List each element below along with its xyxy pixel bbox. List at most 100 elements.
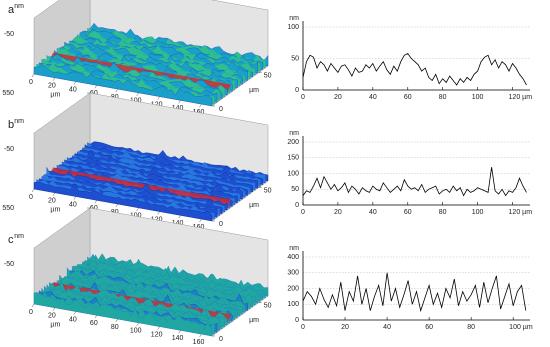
x-tick [31,73,35,78]
x-tick [199,103,202,108]
x-tick-label: 40 [69,86,77,93]
x-tick-label: 60 [404,209,412,216]
x-tick-label: 20 [341,324,349,331]
y-tick-label: 100 [287,24,299,31]
x-tick-label: 0 [29,309,33,316]
x-tick [136,207,139,211]
x-tick [73,81,77,85]
x-tick-label: 40 [369,209,377,216]
x-tick-label: 0 [301,324,305,331]
profile-line [302,272,527,313]
x-tick-label: 0 [301,209,305,216]
z-tick-label: 550 [2,205,14,212]
x-tick-label: 60 [404,94,412,101]
x-tick [157,96,160,100]
x-tick-label: 100 µm [509,324,533,331]
x-tick-label: 140 [172,335,184,342]
x-tick [73,311,77,315]
x-tick-label: 100 [130,328,142,335]
y-tick-label: 200 [287,139,299,146]
panel-label: b [8,119,14,131]
x-tick [115,318,118,323]
x-tick [178,215,181,219]
y-tick-label: 0 [219,106,223,113]
x-tick [94,200,98,204]
x-tick-label: 160 [193,339,205,346]
y-axis-label: µm [249,202,259,209]
y-tick-label: 0 [295,317,299,324]
x-tick-label: 20 [334,94,342,101]
x-tick [157,211,160,215]
y-tick-label: 100 [287,301,299,308]
x-tick-label: 80 [439,94,447,101]
z-axis-label: nm [14,3,24,10]
x-tick-label: 20 [334,209,342,216]
x-tick-label: 20 [48,83,56,90]
x-tick-label: 120 µm [509,209,533,216]
z-tick-label: -50 [4,146,14,153]
profile-line [302,52,527,86]
x-tick-label: 100 [472,209,484,216]
x-tick [73,196,77,200]
z-axis-label: nm [14,118,24,125]
y-axis-label: nm [289,130,299,137]
x-tick-label: 20 [48,313,56,320]
x-tick-label: 80 [439,209,447,216]
panel-label: a [8,4,15,16]
y-axis-label: µm [249,87,259,94]
x-axis-label: µm [50,322,60,329]
x-tick [115,203,118,208]
x-tick-label: 100 [472,94,484,101]
x-tick [31,188,35,193]
y-axis-label: nm [289,245,299,252]
x-tick-label: 120 [151,331,163,338]
y-tick-label: 50 [264,73,272,80]
x-tick-label: 80 [111,324,119,331]
y-tick-label: 50 [264,188,272,195]
y-tick-label: 300 [287,270,299,277]
x-tick-label: 80 [467,324,475,331]
x-tick-label: 0 [301,94,305,101]
y-axis-label: nm [289,15,299,22]
x-tick [199,218,202,223]
y-tick-label: 0 [219,336,223,343]
x-tick-label: 40 [369,94,377,101]
y-tick-label: 0 [295,87,299,94]
x-tick-label: 20 [48,198,56,205]
x-tick-label: 40 [69,316,77,323]
y-tick-label: 50 [291,55,299,62]
x-tick [52,77,56,81]
z-tick-label: -50 [4,261,14,268]
y-tick-label: 200 [287,285,299,292]
z-axis-label: nm [14,233,24,240]
y-axis-label: µm [249,317,259,324]
x-tick-label: 0 [29,79,33,86]
x-tick-label: 120 µm [509,94,533,101]
y-tick-label: 50 [291,186,299,193]
x-tick [94,85,98,89]
x-tick-label: 60 [90,320,98,327]
x-tick [178,100,181,104]
x-tick [31,303,35,308]
x-tick [115,88,118,93]
x-axis-label: µm [50,207,60,214]
y-tick-label: 150 [287,155,299,162]
y-tick-label: 0 [295,202,299,209]
x-tick-label: 60 [425,324,433,331]
x-tick [52,192,56,196]
y-tick-label: 50 [264,303,272,310]
x-tick [136,92,139,96]
x-axis-label: µm [50,92,60,99]
x-tick [52,307,56,311]
profile-line [302,167,527,197]
x-tick [199,333,202,338]
x-tick-label: 0 [29,194,33,201]
x-tick-label: 40 [69,201,77,208]
z-tick-label: -50 [4,31,14,38]
y-tick-label: 0 [219,221,223,228]
x-tick [136,322,139,326]
panel-label: c [8,234,14,246]
y-tick-label: 100 [287,170,299,177]
x-tick [178,330,181,334]
